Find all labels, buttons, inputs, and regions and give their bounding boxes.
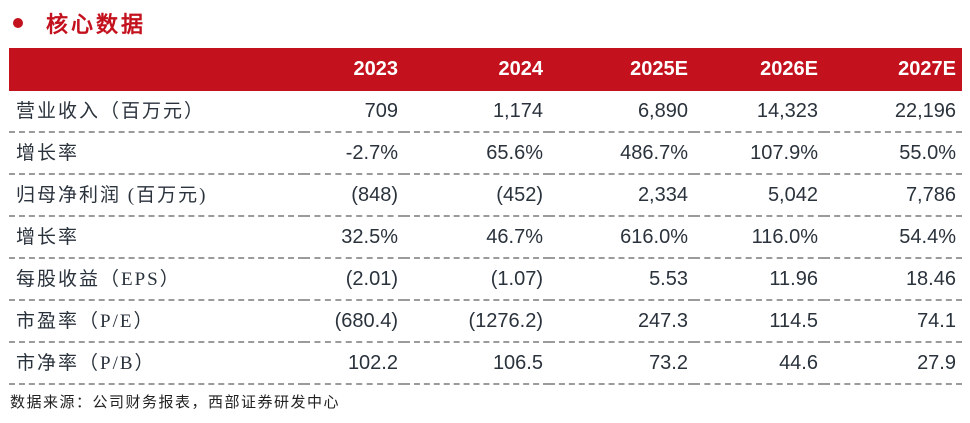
cell-value: 74.1 xyxy=(824,300,962,343)
cell-value: -2.7% xyxy=(304,132,404,175)
cell-value: 18.46 xyxy=(824,258,962,301)
core-data-table: 2023 2024 2025E 2026E 2027E 营业收入（百万元） 70… xyxy=(9,48,962,385)
cell-value: 6,890 xyxy=(549,91,694,133)
table-row-revenue: 营业收入（百万元） 709 1,174 6,890 14,323 22,196 xyxy=(9,91,962,133)
cell-value: 2,334 xyxy=(549,174,694,217)
table-header-row: 2023 2024 2025E 2026E 2027E xyxy=(9,48,962,91)
cell-value: 73.2 xyxy=(549,342,694,385)
cell-value: 14,323 xyxy=(694,91,824,133)
cell-value: 22,196 xyxy=(824,91,962,133)
cell-value: 107.9% xyxy=(694,132,824,175)
cell-value: 27.9 xyxy=(824,342,962,385)
table-row-profit-growth: 增长率 32.5% 46.7% 616.0% 116.0% 54.4% xyxy=(9,216,962,259)
row-label: 归母净利润 (百万元) xyxy=(9,174,304,217)
cell-value: 5.53 xyxy=(549,258,694,301)
section-title-text: 核心数据 xyxy=(46,12,147,37)
header-cell-2027e: 2027E xyxy=(824,48,962,91)
row-label: 市净率（P/B） xyxy=(9,342,304,385)
section-title: 核心数据 xyxy=(0,6,970,40)
row-label: 每股收益（EPS） xyxy=(9,258,304,301)
header-cell-2024: 2024 xyxy=(404,48,549,91)
cell-value: 114.5 xyxy=(694,300,824,343)
cell-value: 46.7% xyxy=(404,216,549,259)
cell-value: 7,786 xyxy=(824,174,962,217)
data-source-note: 数据来源：公司财务报表，西部证券研发中心 xyxy=(10,395,341,411)
row-label: 增长率 xyxy=(9,216,304,259)
header-cell-2023: 2023 xyxy=(304,48,404,91)
row-label: 市盈率（P/E） xyxy=(9,300,304,343)
row-label: 营业收入（百万元） xyxy=(9,91,304,133)
cell-value: 32.5% xyxy=(304,216,404,259)
cell-value: 55.0% xyxy=(824,132,962,175)
cell-value: 54.4% xyxy=(824,216,962,259)
cell-value: (848) xyxy=(304,174,404,217)
table-row-net-profit: 归母净利润 (百万元) (848) (452) 2,334 5,042 7,78… xyxy=(9,174,962,217)
cell-value: 116.0% xyxy=(694,216,824,259)
table-row-pb: 市净率（P/B） 102.2 106.5 73.2 44.6 27.9 xyxy=(9,342,962,385)
cell-value: (2.01) xyxy=(304,258,404,301)
cell-value: 5,042 xyxy=(694,174,824,217)
table-row-revenue-growth: 增长率 -2.7% 65.6% 486.7% 107.9% 55.0% xyxy=(9,132,962,175)
cell-value: 106.5 xyxy=(404,342,549,385)
cell-value: 11.96 xyxy=(694,258,824,301)
cell-value: 1,174 xyxy=(404,91,549,133)
bullet-icon xyxy=(13,18,23,28)
cell-value: 44.6 xyxy=(694,342,824,385)
table-row-pe: 市盈率（P/E） (680.4) (1276.2) 247.3 114.5 74… xyxy=(9,300,962,343)
header-cell-2025e: 2025E xyxy=(549,48,694,91)
header-cell-empty xyxy=(9,48,304,91)
cell-value: 247.3 xyxy=(549,300,694,343)
cell-value: 65.6% xyxy=(404,132,549,175)
cell-value: (1276.2) xyxy=(404,300,549,343)
cell-value: (1.07) xyxy=(404,258,549,301)
cell-value: (680.4) xyxy=(304,300,404,343)
row-label: 增长率 xyxy=(9,132,304,175)
table-row-eps: 每股收益（EPS） (2.01) (1.07) 5.53 11.96 18.46 xyxy=(9,258,962,301)
header-cell-2026e: 2026E xyxy=(694,48,824,91)
cell-value: 709 xyxy=(304,91,404,133)
cell-value: 102.2 xyxy=(304,342,404,385)
cell-value: 486.7% xyxy=(549,132,694,175)
cell-value: 616.0% xyxy=(549,216,694,259)
cell-value: (452) xyxy=(404,174,549,217)
